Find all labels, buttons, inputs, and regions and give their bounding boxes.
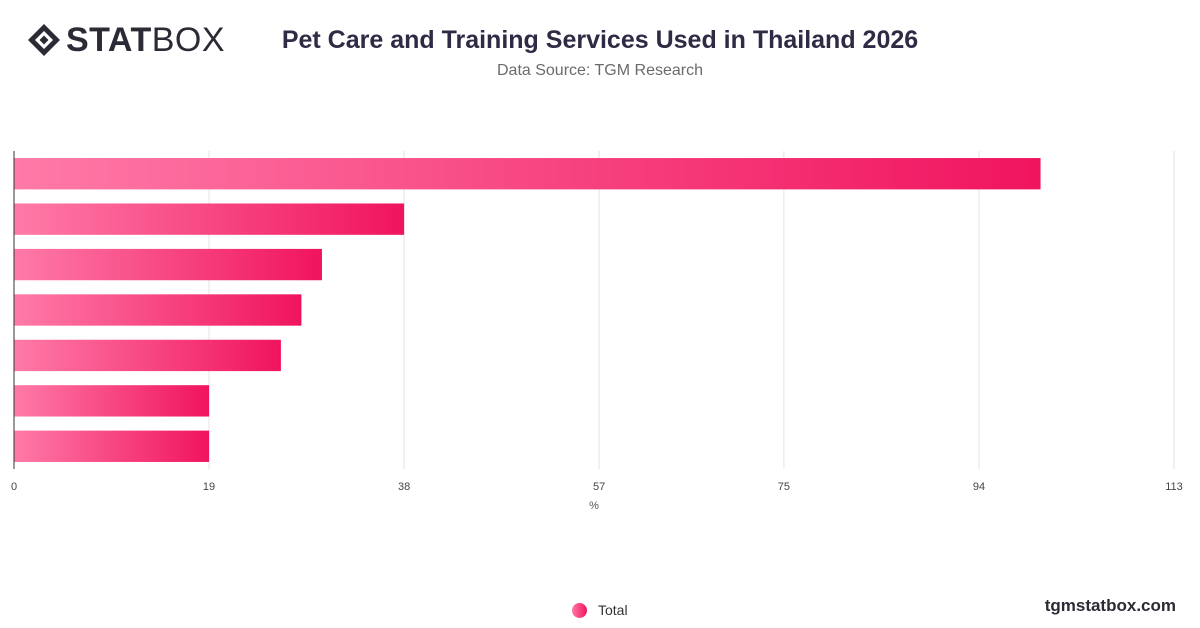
legend-swatch-total [572, 602, 587, 618]
bar[interactable] [14, 385, 210, 417]
x-axis-label: % [589, 500, 599, 512]
bar[interactable] [14, 430, 210, 462]
statbox-logo: STATBOX [26, 22, 225, 58]
legend-label-total: Total [598, 602, 628, 618]
x-tick-label: 19 [203, 481, 215, 493]
bars [14, 158, 1041, 462]
bar[interactable] [14, 203, 405, 235]
bar[interactable] [14, 294, 302, 326]
logo-bold-text: STAT [66, 21, 152, 59]
logo-light-text: BOX [151, 21, 226, 59]
chart-title: Pet Care and Training Services Used in T… [281, 26, 919, 54]
x-tick-label: 38 [398, 481, 410, 493]
logo-wordmark: STATBOX [66, 22, 225, 58]
legend[interactable]: Total [572, 602, 628, 618]
watermark: tgmstatbox.com [1044, 596, 1176, 615]
statbox-diamond-icon [28, 24, 60, 56]
x-tick-label: 75 [778, 481, 790, 493]
x-tick-label: 57 [593, 481, 605, 493]
x-tick-label: 0 [11, 481, 17, 493]
x-tick-label: 94 [973, 481, 985, 493]
bar[interactable] [14, 158, 1041, 190]
bar[interactable] [14, 248, 322, 281]
grid-lines [208, 151, 1175, 469]
x-tick-label: 113 [1165, 481, 1183, 493]
x-tick-labels: 0 19 38 57 75 94 113 [11, 481, 1183, 493]
chart-subtitle: Data Source: TGM Research [496, 62, 703, 79]
bar[interactable] [14, 339, 281, 372]
